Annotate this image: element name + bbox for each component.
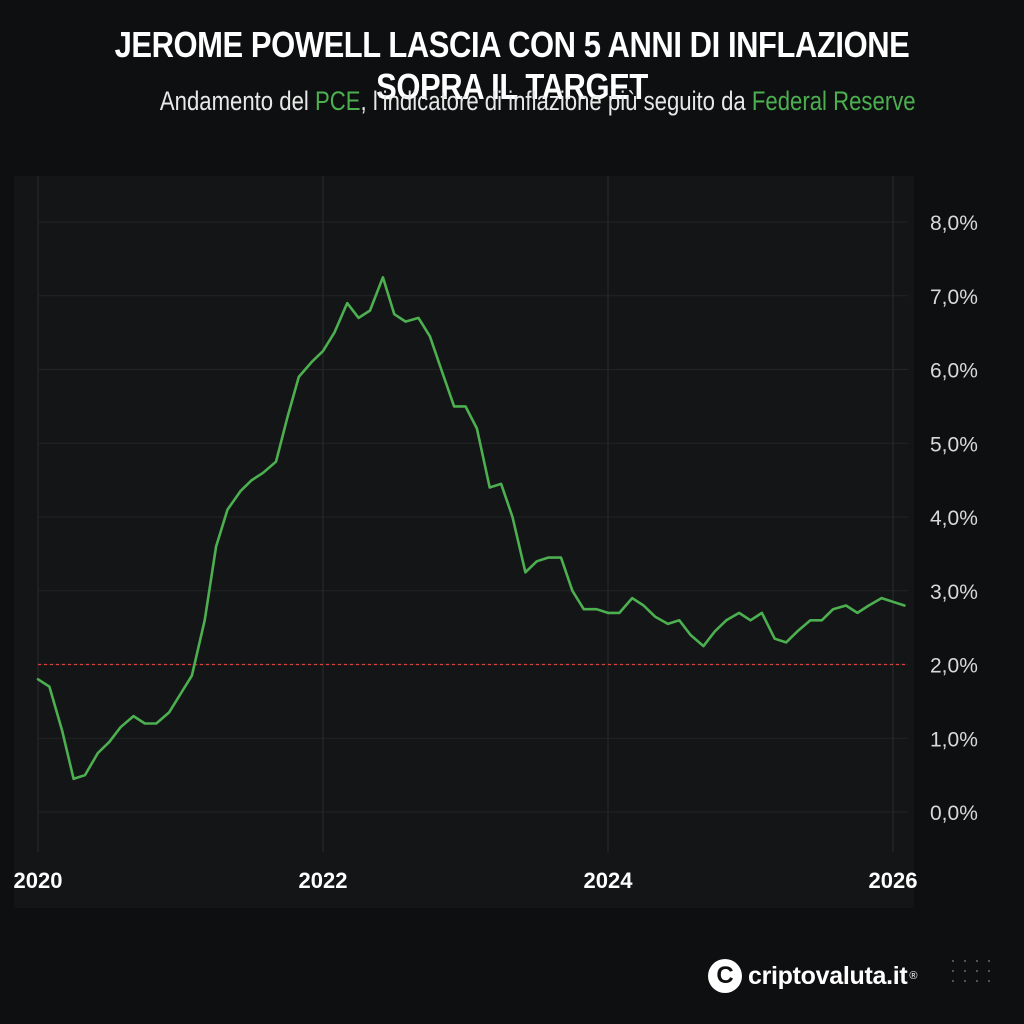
page-subtitle: Andamento del PCE, l’indicatore di infla…	[160, 86, 916, 117]
y-tick-label: 8,0%	[930, 212, 978, 235]
x-tick-label: 2026	[869, 868, 918, 893]
decorative-dots-icon	[952, 960, 1000, 990]
y-tick-label: 0,0%	[930, 802, 978, 825]
x-tick-label: 2022	[299, 868, 348, 893]
vertical-grid	[37, 176, 894, 852]
y-tick-label: 7,0%	[930, 286, 978, 309]
y-tick-label: 2,0%	[930, 655, 978, 678]
chart-panel	[14, 176, 914, 908]
registered-mark: ®	[909, 970, 918, 982]
x-axis-ticks: 2020 2022 2024 2026	[14, 868, 918, 893]
x-tick-label: 2024	[584, 868, 634, 893]
y-tick-label: 6,0%	[930, 360, 978, 383]
x-tick-label: 2020	[14, 868, 63, 893]
brand-logo[interactable]: C criptovaluta.it ®	[708, 956, 918, 996]
y-axis-ticks: 0,0% 1,0% 2,0% 3,0% 4,0% 5,0% 6,0% 7,0% 8,0%	[930, 212, 978, 825]
subtitle-highlight-pce: PCE	[315, 86, 361, 116]
y-tick-label: 5,0%	[930, 433, 978, 456]
brand-name: criptovaluta.it	[748, 961, 908, 990]
subtitle-highlight-fed: Federal Reserve	[752, 86, 916, 116]
y-tick-label: 3,0%	[930, 581, 978, 604]
page-title: JEROME POWELL LASCIA CON 5 ANNI DI INFLA…	[114, 24, 910, 107]
horizontal-grid	[38, 221, 908, 813]
y-tick-label: 1,0%	[930, 728, 978, 751]
criptovaluta-logo-icon: C	[708, 959, 742, 993]
subtitle-text-1: Andamento del	[160, 86, 316, 116]
y-tick-label: 4,0%	[930, 507, 978, 530]
pce-series-line	[36, 275, 906, 781]
subtitle-text-2: , l’indicatore di inflazione più seguito…	[360, 86, 753, 116]
